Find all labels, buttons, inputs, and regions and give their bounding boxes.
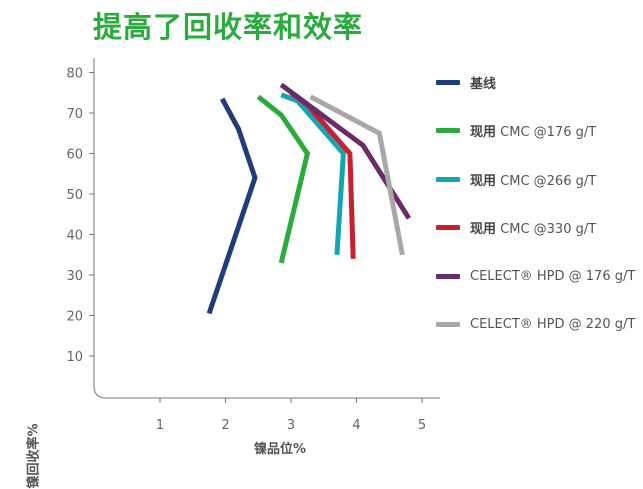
legend-swatch xyxy=(436,176,460,182)
legend-label: 现用 CMC @266 g/T xyxy=(470,170,596,189)
legend-label-bold: 现用 xyxy=(470,125,497,140)
series-line-5 xyxy=(309,94,405,256)
legend-item: 现用 CMC @266 g/T xyxy=(436,169,596,189)
legend-label-bold: 现用 xyxy=(470,173,497,189)
legend-item: 现用 CMC @176 g/T xyxy=(436,121,596,141)
legend-swatch xyxy=(436,322,460,327)
legend-label-bold: 现用 xyxy=(470,222,497,237)
series-line-4 xyxy=(279,82,412,220)
legend-label: 现用 CMC @330 g/T xyxy=(470,218,596,237)
legend-swatch xyxy=(436,128,460,133)
x-axis-label: 镍品位% xyxy=(253,442,307,457)
legend-swatch xyxy=(436,225,460,230)
y-tick-label: 30 xyxy=(66,269,83,284)
series-line-0 xyxy=(206,97,258,315)
x-tick-label: 4 xyxy=(352,418,360,433)
x-tick-label: 2 xyxy=(221,418,229,433)
legend-label: 基线 xyxy=(470,73,496,92)
legend-item: 现用 CMC @330 g/T xyxy=(436,218,596,238)
legend-label: 现用 CMC @176 g/T xyxy=(470,121,596,140)
legend-label: CELECT® HPD @ 176 g/T xyxy=(470,269,635,284)
y-tick-label: 80 xyxy=(66,67,83,82)
chart-title: 提高了回收率和效率 xyxy=(93,10,364,44)
legend-label-text: CMC @176 g/T xyxy=(496,125,597,140)
legend-label-bold: 基线 xyxy=(470,76,497,92)
x-tick-label: 3 xyxy=(287,418,295,433)
series-layer xyxy=(206,82,412,315)
y-tick-label: 40 xyxy=(66,229,83,244)
y-tick-label: 10 xyxy=(66,350,83,365)
legend-label-text: CMC @330 g/T xyxy=(496,222,597,237)
legend-item: 基线 xyxy=(436,72,496,92)
line-chart: 10 20 30 40 50 60 70 80 1 2 3 4 5 xyxy=(66,58,440,433)
y-tick-label: 50 xyxy=(66,188,83,203)
series-line-1 xyxy=(256,94,311,264)
legend-label-text: CMC @266 g/T xyxy=(496,173,597,189)
axis-line xyxy=(93,58,440,399)
y-tick-label: 20 xyxy=(66,310,83,325)
legend-label-text: CELECT® HPD @ 176 g/T xyxy=(470,268,636,284)
legend-swatch xyxy=(436,273,460,279)
y-tick-label: 60 xyxy=(66,148,83,163)
y-tick-label: 70 xyxy=(66,107,83,122)
axes: 10 20 30 40 50 60 70 80 1 2 3 4 5 xyxy=(66,58,440,433)
series-line-2 xyxy=(280,92,346,255)
legend-label-text: CELECT® HPD @ 220 g/T xyxy=(470,317,636,332)
x-tick-label: 1 xyxy=(156,418,164,433)
legend-label: CELECT® HPD @ 220 g/T xyxy=(470,317,635,332)
legend-item: CELECT® HPD @ 220 g/T xyxy=(436,315,635,335)
legend-item: CELECT® HPD @ 176 g/T xyxy=(436,266,635,286)
x-tick-label: 5 xyxy=(418,418,426,433)
legend-swatch xyxy=(436,79,460,85)
